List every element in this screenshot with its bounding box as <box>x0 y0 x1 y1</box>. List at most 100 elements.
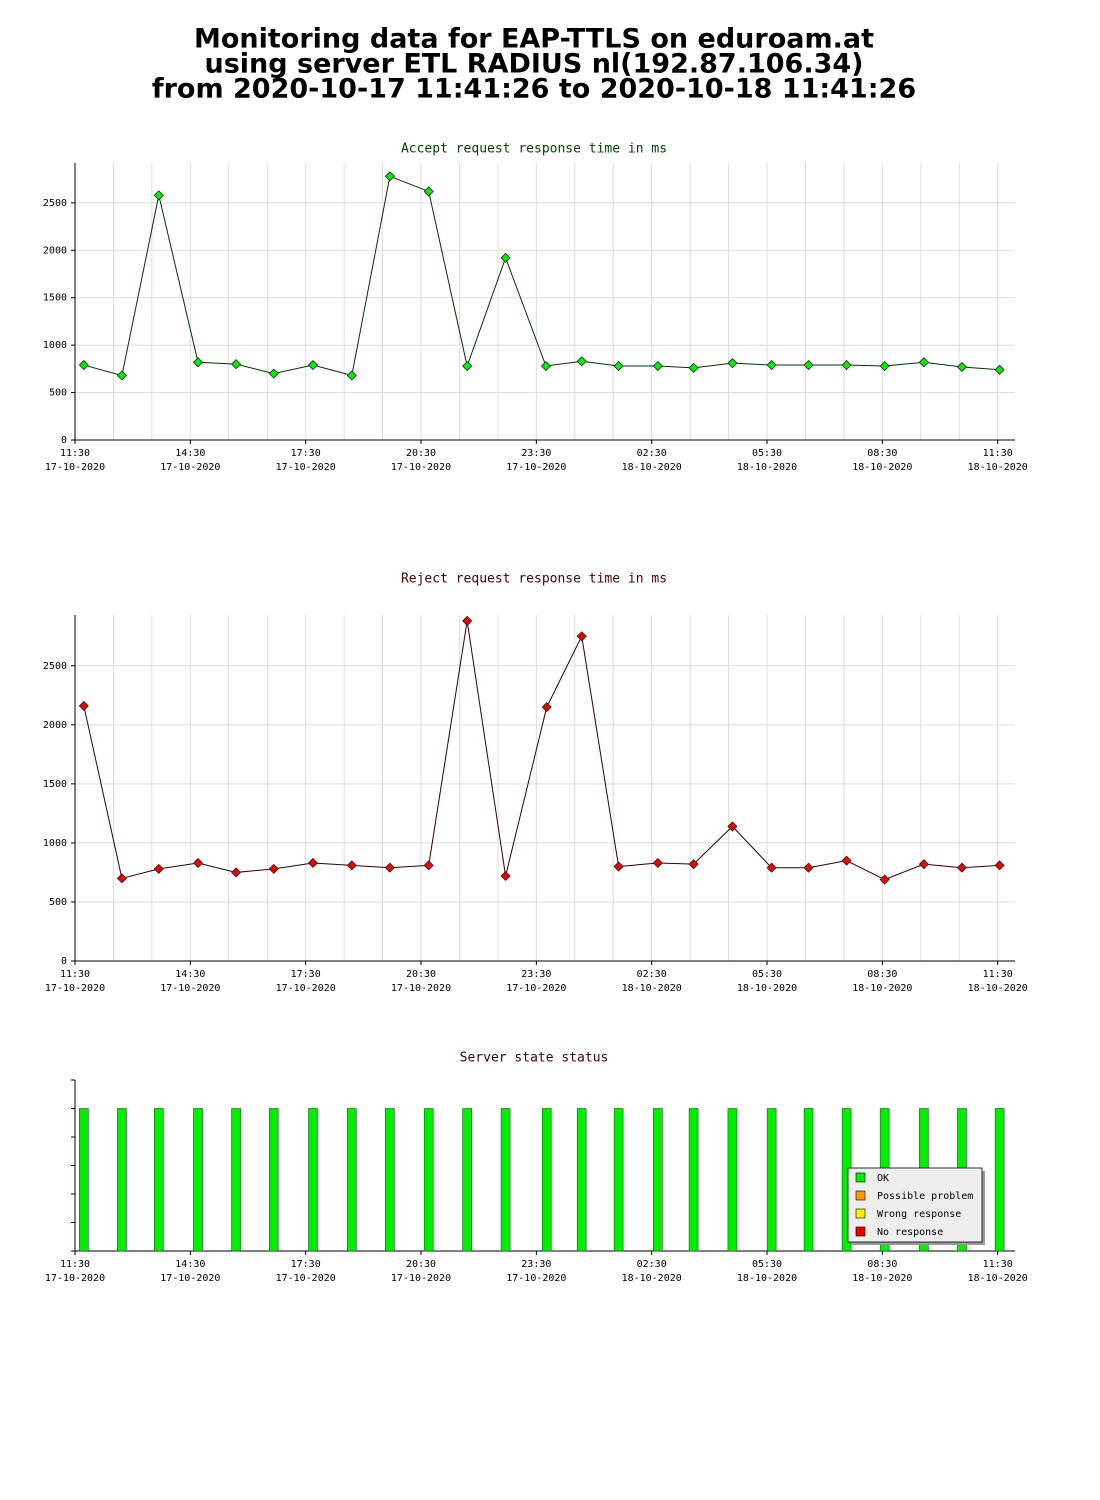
y-tick-label: 1500 <box>43 779 67 790</box>
data-point <box>613 861 624 872</box>
y-tick-label: 2500 <box>43 198 67 209</box>
chart-title: Accept request response time in ms <box>401 142 667 157</box>
data-point <box>766 359 777 371</box>
data-point <box>153 190 164 201</box>
chart-title: Server state status <box>460 1051 609 1066</box>
data-point <box>116 873 127 884</box>
y-tick-label: 1000 <box>43 838 67 849</box>
x-tick-label: 17:30 <box>291 448 321 459</box>
legend-label: OK <box>877 1173 889 1184</box>
data-point <box>78 359 89 371</box>
data-point <box>268 368 279 379</box>
data-point <box>423 860 434 871</box>
data-point <box>576 356 587 367</box>
y-tick-label: 2000 <box>43 245 67 256</box>
data-point <box>841 855 852 866</box>
bar <box>803 1108 814 1252</box>
page-title: using server ETL RADIUS nl(192.87.106.34… <box>205 49 864 80</box>
y-tick-label: 500 <box>49 388 67 399</box>
x-tick-label: 08:30 <box>867 969 897 980</box>
y-tick-label: 0 <box>61 435 67 446</box>
data-point <box>803 359 814 371</box>
data-point <box>688 859 699 870</box>
legend-swatch <box>855 1190 866 1201</box>
bar <box>727 1108 738 1252</box>
data-point <box>462 360 473 372</box>
x-tick-date: 17-10-2020 <box>276 983 336 994</box>
data-point <box>688 362 699 373</box>
y-tick-label: 0 <box>61 956 67 967</box>
x-tick-label: 11:30 <box>60 448 90 459</box>
data-point <box>500 252 511 263</box>
data-point <box>192 857 204 869</box>
x-tick-label: 11:30 <box>60 1259 90 1270</box>
x-tick-date: 18-10-2020 <box>968 983 1028 994</box>
x-tick-date: 17-10-2020 <box>160 1273 220 1284</box>
x-tick-date: 17-10-2020 <box>391 1273 451 1284</box>
data-point <box>613 360 624 372</box>
data-point <box>879 360 890 372</box>
data-point <box>766 862 777 873</box>
x-tick-date: 18-10-2020 <box>968 1273 1028 1284</box>
x-tick-label: 20:30 <box>406 1259 436 1270</box>
data-point <box>576 631 587 642</box>
bar <box>193 1108 203 1252</box>
legend: OK Possible problem Wrong response No respo… <box>847 1167 985 1245</box>
bar <box>231 1108 241 1252</box>
y-tick-label: 1000 <box>43 340 67 351</box>
y-tick-label: 2500 <box>43 661 67 672</box>
x-tick-label: 05:30 <box>752 969 782 980</box>
data-point <box>307 359 319 371</box>
bar <box>423 1108 434 1252</box>
data-point <box>541 702 552 713</box>
x-tick-date: 17-10-2020 <box>160 983 220 994</box>
bar <box>613 1108 624 1252</box>
bar <box>500 1108 511 1252</box>
data-point <box>652 857 663 869</box>
data-point <box>231 359 242 370</box>
x-tick-date: 17-10-2020 <box>45 462 105 473</box>
chart-title: Reject request response time in ms <box>401 572 667 587</box>
legend-box <box>847 1167 983 1243</box>
bar <box>766 1108 777 1252</box>
x-tick-date: 18-10-2020 <box>968 462 1028 473</box>
bar <box>462 1108 472 1252</box>
x-tick-label: 11:30 <box>60 969 90 980</box>
bar <box>653 1108 663 1252</box>
y-tick-label: 500 <box>49 897 67 908</box>
data-point <box>346 860 357 871</box>
x-tick-date: 17-10-2020 <box>391 983 451 994</box>
x-tick-label: 17:30 <box>291 1259 321 1270</box>
data-point <box>423 186 434 197</box>
x-tick-label: 02:30 <box>637 448 667 459</box>
data-point <box>384 862 395 873</box>
x-tick-date: 18-10-2020 <box>737 462 797 473</box>
y-tick-label: 1500 <box>43 293 67 304</box>
x-tick-date: 17-10-2020 <box>45 1273 105 1284</box>
y-tick-label: 2000 <box>43 720 67 731</box>
data-point <box>346 370 357 381</box>
legend-swatch <box>855 1172 866 1183</box>
x-tick-date: 17-10-2020 <box>276 462 336 473</box>
x-tick-date: 18-10-2020 <box>622 462 682 473</box>
data-point <box>268 863 279 874</box>
x-tick-label: 20:30 <box>406 448 436 459</box>
legend-swatch <box>855 1226 866 1237</box>
x-tick-label: 23:30 <box>521 969 551 980</box>
x-tick-label: 05:30 <box>752 448 782 459</box>
legend-swatch <box>855 1208 866 1219</box>
x-tick-label: 02:30 <box>637 969 667 980</box>
data-point <box>841 359 852 371</box>
bar <box>576 1108 587 1252</box>
data-point <box>307 857 319 869</box>
bar <box>541 1108 552 1252</box>
x-tick-label: 20:30 <box>406 969 436 980</box>
x-tick-date: 17-10-2020 <box>276 1273 336 1284</box>
x-tick-label: 14:30 <box>175 448 205 459</box>
x-tick-label: 05:30 <box>752 1259 782 1270</box>
x-tick-label: 11:30 <box>983 1259 1013 1270</box>
x-tick-label: 02:30 <box>637 1259 667 1270</box>
bar <box>347 1108 357 1252</box>
data-point <box>500 870 511 882</box>
data-point <box>462 615 473 626</box>
